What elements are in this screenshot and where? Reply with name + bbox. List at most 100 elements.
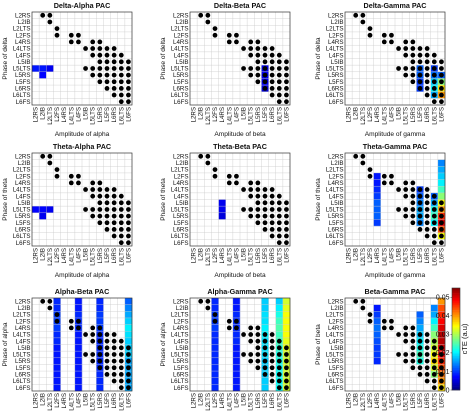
significance-dot <box>248 180 254 186</box>
y-tick-label: L4FS <box>16 52 31 59</box>
significance-dot <box>417 365 423 371</box>
significance-dot <box>417 59 423 65</box>
significance-dot <box>269 220 275 226</box>
significance-dot <box>248 46 254 51</box>
colorbar-segment <box>452 294 460 297</box>
heat-cell <box>282 324 291 332</box>
x-tick-label: L4FS <box>75 393 82 408</box>
significance-dot <box>381 173 387 179</box>
heat-cell <box>232 371 241 378</box>
significance-dot <box>269 207 275 212</box>
significance-dot <box>54 26 60 32</box>
heat-cell <box>437 331 446 338</box>
significance-dot <box>439 345 444 351</box>
colorbar-segment <box>452 332 460 335</box>
significance-dot <box>439 59 444 65</box>
significance-dot <box>262 345 268 351</box>
colorbar-segment <box>452 381 460 384</box>
significance-dot <box>381 39 387 45</box>
heat-cell <box>437 311 446 319</box>
significance-dot <box>439 72 444 78</box>
significance-dot <box>97 325 103 331</box>
significance-dot <box>284 385 289 391</box>
heat-cell <box>261 311 269 319</box>
significance-dot <box>241 66 246 71</box>
significance-dot <box>104 227 110 232</box>
x-tick-label: L4FS <box>233 393 240 408</box>
significance-dot <box>126 66 131 71</box>
colorbar-frame <box>451 287 461 391</box>
heat-cell <box>218 206 226 213</box>
significance-dot <box>381 318 387 324</box>
heat-cell <box>416 324 424 332</box>
heat-cell <box>74 311 83 319</box>
significance-dot <box>104 338 110 344</box>
y-tick-label: L2LTS <box>326 167 344 174</box>
significance-dot <box>111 66 117 71</box>
panel-5: Theta-Beta PACL2RSL2IBL2LTSL2FSL4RSL4LTS… <box>160 142 290 279</box>
significance-dot <box>126 345 131 351</box>
y-tick-label: L6FS <box>174 240 189 247</box>
y-tick-label: L5IB <box>331 345 344 352</box>
significance-dot <box>104 365 110 371</box>
heat-cell <box>211 377 219 385</box>
significance-dot <box>431 385 437 391</box>
significance-dot <box>424 372 430 377</box>
significance-dot <box>262 220 268 226</box>
x-tick-label: L6FS <box>125 107 132 122</box>
x-tick-label: L2LTS <box>205 107 212 125</box>
y-tick-label: L5RS <box>328 72 343 79</box>
y-tick-label: L5IB <box>331 200 344 207</box>
heat-cell <box>53 371 61 378</box>
heat-cell <box>74 357 83 365</box>
significance-dot <box>389 39 394 45</box>
y-tick-label: L5FS <box>329 365 344 372</box>
x-tick-label: L2FS <box>212 393 219 408</box>
x-tick-label: L4RS <box>219 107 226 122</box>
significance-dot <box>269 92 275 98</box>
x-tick-label: L5IB <box>241 107 248 120</box>
colorbar-segment <box>452 308 460 311</box>
heat-cell <box>275 311 283 319</box>
y-tick-label: L6RS <box>173 371 188 378</box>
y-tick-label: L6LTS <box>326 233 344 240</box>
y-tick-label: L4LTS <box>326 187 344 194</box>
y-tick-label: L2LTS <box>171 26 189 33</box>
y-tick-label: L5FS <box>16 220 31 227</box>
significance-dot <box>417 220 423 226</box>
significance-dot <box>205 153 211 159</box>
significance-dot <box>439 92 444 98</box>
heat-cell <box>46 206 54 213</box>
x-tick-label: L2FS <box>212 107 219 122</box>
heat-cell <box>124 337 133 345</box>
significance-dot <box>104 332 110 337</box>
significance-dot <box>97 365 103 371</box>
x-tick-label: L4LTS <box>226 248 233 266</box>
significance-dot <box>410 352 416 357</box>
x-tick-label: L5FS <box>417 248 424 263</box>
significance-dot <box>83 332 88 337</box>
heat-cell <box>74 371 83 378</box>
panel-3: Delta-Gamma PACL2RSL2IBL2LTSL2FSL4RSL4LT… <box>315 1 445 138</box>
significance-dot <box>410 332 416 337</box>
significance-dot <box>284 59 289 65</box>
x-tick-label: L5LTS <box>90 248 97 266</box>
heat-cell <box>211 337 219 345</box>
heat-cell <box>282 298 291 305</box>
significance-dot <box>97 39 103 45</box>
y-tick-label: L5LTS <box>13 352 31 359</box>
x-tick-label: L6RS <box>269 107 276 122</box>
y-tick-label: L4RS <box>15 180 30 187</box>
heat-cell <box>275 298 283 305</box>
x-tick-label: L4RS <box>374 248 381 263</box>
colorbar-segment <box>452 356 460 358</box>
colorbar-tick-label: 0.04 <box>436 313 450 320</box>
significance-dot <box>97 338 103 344</box>
significance-dot <box>284 372 289 377</box>
y-tick-label: L5IB <box>18 200 31 207</box>
heat-cell <box>53 304 61 312</box>
significance-dot <box>97 358 103 364</box>
significance-dot <box>47 160 53 166</box>
y-tick-label: L2FS <box>174 173 189 180</box>
significance-dot <box>396 187 401 192</box>
